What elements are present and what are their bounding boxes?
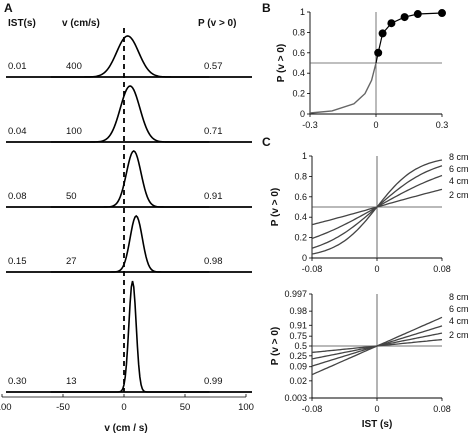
series-label: 6 cm xyxy=(449,164,469,174)
x-tick-label: -50 xyxy=(56,402,70,413)
v-value: 27 xyxy=(66,256,77,267)
y-tick-label: 0.2 xyxy=(292,89,305,99)
y-tick-label: 0.09 xyxy=(289,362,307,372)
panel-c-bottom: 0.003 0.02 0.090.250.50.750.91 0.98 0.997 -0.… xyxy=(270,289,469,430)
panel-c-top: 00.20.40.60.81-0.08 0 0.08P (v > 0)8 cm6 c… xyxy=(270,151,469,274)
x-tick-label: 100 xyxy=(238,402,254,413)
data-point xyxy=(374,48,383,57)
panel-label-a: A xyxy=(4,1,13,15)
y-tick-label: 0.5 xyxy=(294,341,307,351)
x-axis-label: v (cm / s) xyxy=(104,423,147,434)
velocity-distribution-curve xyxy=(50,35,210,78)
series-label: 8 cm xyxy=(449,152,469,162)
series-label: 8 cm xyxy=(449,292,469,302)
x-tick-label: 0 xyxy=(373,120,378,130)
v-value: 400 xyxy=(66,61,82,72)
distribution-row: 0.04 100 0.71 xyxy=(6,85,252,143)
header-ist: IST(s) xyxy=(8,18,36,29)
y-tick-label: 0.003 xyxy=(284,393,307,403)
y-tick-label: 0.6 xyxy=(294,192,307,202)
y-tick-label: 1 xyxy=(300,7,305,17)
x-tick-label: -0.3 xyxy=(302,120,318,130)
panel-label-c: C xyxy=(262,135,271,149)
ist-value: 0.01 xyxy=(8,61,27,72)
p-value: 0.98 xyxy=(204,256,223,267)
y-tick-label: 0.6 xyxy=(292,48,305,58)
x-tick-label: 50 xyxy=(180,402,191,413)
header-v: v (cm/s) xyxy=(62,18,100,29)
p-value: 0.99 xyxy=(204,376,223,387)
panel-a: IST(s) v (cm/s) P (v > 0) 0.01 400 0.570.0… xyxy=(0,18,254,434)
x-tick-label: -0.08 xyxy=(302,404,323,414)
y-tick-label: 0 xyxy=(302,253,307,263)
y-tick-label: 0.4 xyxy=(294,212,307,222)
data-point xyxy=(413,10,422,19)
series-line xyxy=(311,338,443,354)
velocity-distribution-curve xyxy=(50,85,210,143)
x-tick-label: 0.08 xyxy=(433,404,451,414)
fit-line xyxy=(375,12,443,64)
series-line xyxy=(311,188,443,226)
ist-value: 0.15 xyxy=(8,256,27,267)
data-point xyxy=(400,13,409,22)
y-tick-label: 0.02 xyxy=(289,376,307,386)
series-label: 4 cm xyxy=(449,316,469,326)
y-tick-label: 1 xyxy=(302,151,307,161)
distribution-row: 0.01 400 0.57 xyxy=(6,35,252,78)
x-axis-label: IST (s) xyxy=(362,419,393,430)
distribution-row: 0.15 27 0.98 xyxy=(6,214,252,273)
distribution-row: 0.30 13 0.99 xyxy=(6,280,252,393)
y-tick-label: 0.4 xyxy=(292,68,305,78)
y-tick-label: 0.2 xyxy=(294,233,307,243)
panel-b: 00.20.40.60.81-0.3 0 0.3P (v > 0) xyxy=(276,7,448,130)
y-tick-label: 0.98 xyxy=(289,306,307,316)
series-label: 6 cm xyxy=(449,304,469,314)
series-label: 2 cm xyxy=(449,330,469,340)
x-tick-label: -100 xyxy=(0,402,12,413)
distribution-row: 0.08 50 0.91 xyxy=(6,150,252,208)
y-axis-label: P (v > 0) xyxy=(276,44,287,82)
negative-ist-curve xyxy=(309,62,377,114)
y-axis-label: P (v > 0) xyxy=(270,327,281,365)
x-tick-label: -0.08 xyxy=(302,264,323,274)
y-axis-label: P (v > 0) xyxy=(270,188,281,226)
panel-label-b: B xyxy=(262,1,271,15)
data-point xyxy=(387,19,396,28)
y-tick-label: 0.75 xyxy=(289,331,307,341)
x-tick-label: 0 xyxy=(121,402,126,413)
x-tick-label: 0.3 xyxy=(436,120,449,130)
velocity-distribution-curve xyxy=(50,214,210,273)
y-tick-label: 0.8 xyxy=(292,27,305,37)
series-label: 2 cm xyxy=(449,190,469,200)
x-tick-label: 0 xyxy=(374,264,379,274)
y-tick-label: 0 xyxy=(300,109,305,119)
ist-value: 0.30 xyxy=(8,376,27,387)
v-value: 13 xyxy=(66,376,77,387)
y-tick-label: 0.91 xyxy=(289,320,307,330)
v-value: 100 xyxy=(66,126,82,137)
p-value: 0.57 xyxy=(204,61,223,72)
ist-value: 0.08 xyxy=(8,191,27,202)
y-tick-label: 0.8 xyxy=(294,171,307,181)
series-label: 4 cm xyxy=(449,176,469,186)
x-tick-label: 0.08 xyxy=(433,264,451,274)
data-point xyxy=(378,29,387,38)
ist-value: 0.04 xyxy=(8,126,27,137)
velocity-distribution-curve xyxy=(50,280,210,393)
v-value: 50 xyxy=(66,191,77,202)
p-value: 0.71 xyxy=(204,126,223,137)
y-tick-label: 0.25 xyxy=(289,351,307,361)
velocity-distribution-curve xyxy=(50,150,210,208)
data-point xyxy=(438,9,446,18)
y-tick-label: 0.997 xyxy=(284,289,307,299)
x-tick-label: 0 xyxy=(374,404,379,414)
p-value: 0.91 xyxy=(204,191,223,202)
header-p: P (v > 0) xyxy=(198,18,236,29)
